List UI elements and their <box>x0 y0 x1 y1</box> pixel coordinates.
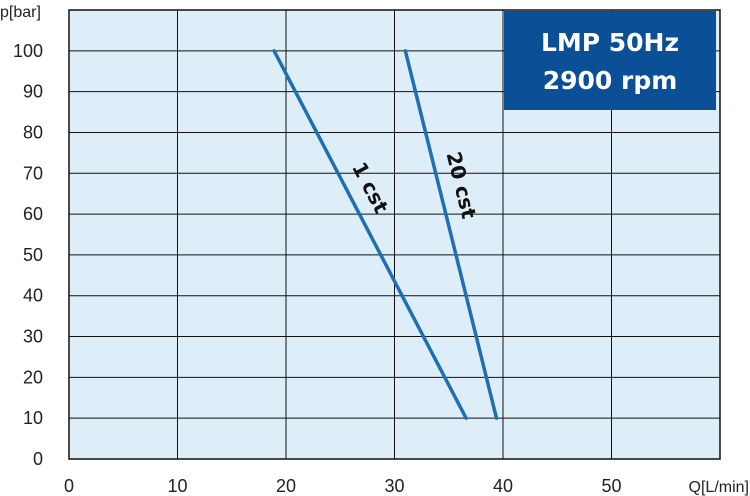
y-tick-label: 90 <box>23 82 43 102</box>
x-tick-label: 0 <box>64 476 74 496</box>
y-tick-label: 60 <box>23 204 43 224</box>
x-tick-label: 10 <box>167 476 187 496</box>
y-tick-label: 10 <box>23 408 43 428</box>
y-tick-label: 70 <box>23 163 43 183</box>
badge-line-2: 2900 rpm <box>543 66 678 95</box>
x-axis-label: Q[L/min] <box>689 479 749 496</box>
y-tick-label: 20 <box>23 367 43 387</box>
series-line <box>403 49 499 420</box>
y-tick-label: 100 <box>13 41 43 61</box>
x-axis-ticks: 0 10 20 30 40 50 <box>64 476 622 496</box>
x-tick-label: 30 <box>384 476 404 496</box>
y-tick-label: 50 <box>23 245 43 265</box>
y-tick-label: 0 <box>33 449 43 469</box>
chart-badge: LMP 50Hz 2900 rpm <box>504 11 716 110</box>
series-line <box>272 49 468 420</box>
y-axis-ticks: 0 10 20 30 40 50 60 70 80 90 100 <box>13 41 43 469</box>
grid <box>69 10 720 459</box>
x-tick-label: 40 <box>493 476 513 496</box>
badge-line-1: LMP 50Hz <box>541 28 679 57</box>
y-tick-label: 80 <box>23 122 43 142</box>
x-tick-label: 20 <box>276 476 296 496</box>
x-tick-label: 50 <box>601 476 621 496</box>
y-tick-label: 40 <box>23 286 43 306</box>
badge-box <box>504 11 716 110</box>
y-axis-label: p[bar] <box>0 4 41 21</box>
y-tick-label: 30 <box>23 327 43 347</box>
